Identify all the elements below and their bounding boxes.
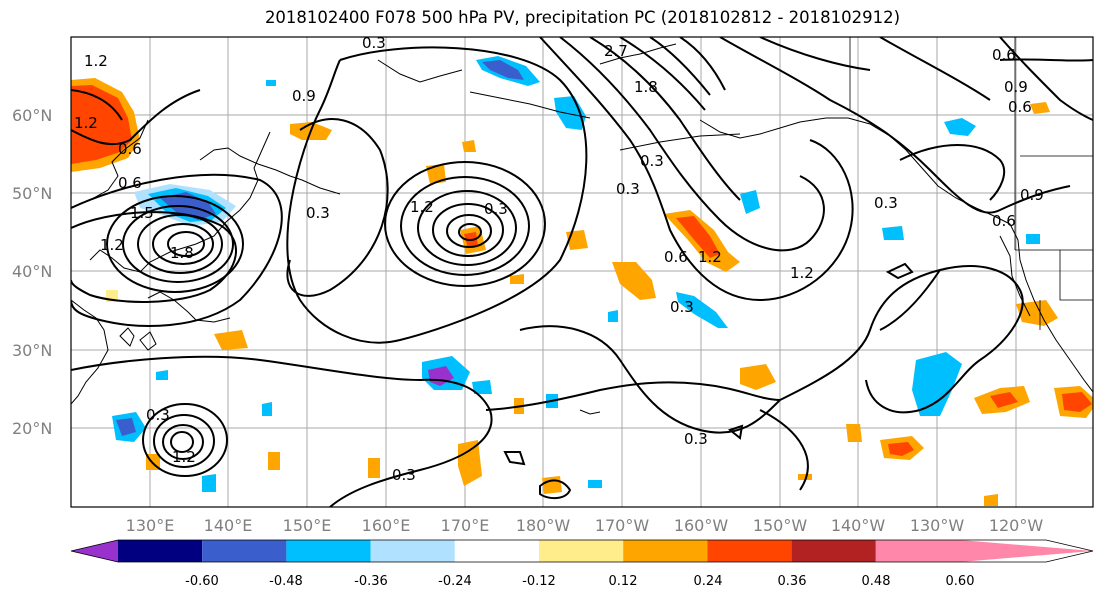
lon-label: 150°E (283, 516, 332, 535)
lon-label: 170°E (441, 516, 490, 535)
contour-label: 0.3 (670, 298, 694, 316)
contour-label: 1.5 (130, 204, 154, 222)
contour-label: 1.2 (410, 198, 434, 216)
colorbar-segment (454, 540, 539, 562)
contour-label: 2.7 (604, 42, 628, 60)
colorbar-tick-label: -0.12 (522, 574, 556, 589)
contour-labels: 1.2 0.3 0.9 1.2 0.6 0.6 1.2 1.5 1.8 0.3 … (74, 34, 1044, 484)
lat-label: 30°N (12, 341, 52, 360)
colorbar-tick-label: -0.60 (185, 574, 219, 589)
contour-label: 0.6 (992, 212, 1016, 230)
contour-label: 0.6 (118, 140, 142, 158)
colorbar-tick-label: -0.48 (269, 574, 303, 589)
lon-label: 140°W (831, 516, 886, 535)
contour-label: 1.8 (170, 244, 194, 262)
contour-label: 1.2 (100, 236, 124, 254)
colorbar-tick-label: 0.48 (862, 574, 891, 589)
lon-label: 130°E (126, 516, 175, 535)
lat-label: 60°N (12, 106, 52, 125)
contour-label: 1.8 (634, 78, 658, 96)
longitude-labels: 130°E 140°E 150°E 160°E 170°E 180°W 170°… (126, 516, 1044, 535)
contour-label: 0.3 (640, 152, 664, 170)
contour-label: 0.3 (306, 204, 330, 222)
contour-label: 0.6 (118, 174, 142, 192)
precip-shading (71, 56, 1093, 506)
map-title: 2018102400 F078 500 hPa PV, precipitatio… (264, 8, 901, 27)
colorbar-segment (539, 540, 624, 562)
colorbar-segment (71, 540, 118, 562)
contour-label: 0.9 (292, 87, 316, 105)
contour-label: 0.6 (992, 46, 1016, 64)
colorbar-segment (202, 540, 287, 562)
colorbar: -0.60 -0.48 -0.36 -0.24 -0.12 0.12 0.24 … (70, 539, 1094, 589)
latitude-labels: 60°N 50°N 40°N 30°N 20°N (12, 106, 52, 438)
colorbar-segment (286, 540, 371, 562)
colorbar-tick-label: 0.12 (609, 574, 638, 589)
lat-label: 40°N (12, 262, 52, 281)
colorbar-tick-label: -0.24 (438, 574, 472, 589)
colorbar-segment (370, 540, 455, 562)
lat-label: 50°N (12, 184, 52, 203)
lon-label: 140°E (204, 516, 253, 535)
contour-label: 1.2 (74, 114, 98, 132)
contour-label: 0.3 (874, 194, 898, 212)
contour-label: 0.6 (664, 248, 688, 266)
colorbar-tick-label: -0.36 (354, 574, 388, 589)
contour-label: 1.2 (790, 264, 814, 282)
map-border (70, 36, 1094, 508)
colorbar-segment (875, 540, 960, 562)
contour-label: 0.3 (146, 406, 170, 424)
contour-label: 0.9 (1004, 78, 1028, 96)
lon-label: 150°W (753, 516, 808, 535)
contour-label: 0.3 (484, 200, 508, 218)
colorbar-tick-label: 0.24 (694, 574, 723, 589)
colorbar-segment (623, 540, 708, 562)
lon-label: 180°W (516, 516, 571, 535)
contour-label: 1.2 (698, 248, 722, 266)
lon-label: 120°W (989, 516, 1044, 535)
contour-label: 1.2 (84, 52, 108, 70)
contour-label: 0.6 (1008, 98, 1032, 116)
lat-label: 20°N (12, 419, 52, 438)
colorbar-segment (791, 540, 876, 562)
pv-contours (71, 37, 1093, 507)
lon-label: 160°W (674, 516, 729, 535)
colorbar-segment (707, 540, 792, 562)
contour-label: 1.2 (172, 448, 196, 466)
lon-label: 170°W (595, 516, 650, 535)
contour-label: 0.9 (1020, 186, 1044, 204)
lon-label: 160°E (362, 516, 411, 535)
colorbar-segment (960, 540, 1093, 562)
borders (849, 37, 1093, 330)
contour-label: 0.3 (392, 466, 416, 484)
colorbar-tick-label: 0.36 (778, 574, 807, 589)
contour-label: 0.3 (362, 34, 386, 52)
colorbar-tick-label: 0.60 (946, 574, 975, 589)
contour-label: 0.3 (684, 430, 708, 448)
lon-label: 130°W (910, 516, 965, 535)
colorbar-segment (118, 540, 203, 562)
contour-label: 0.3 (616, 180, 640, 198)
